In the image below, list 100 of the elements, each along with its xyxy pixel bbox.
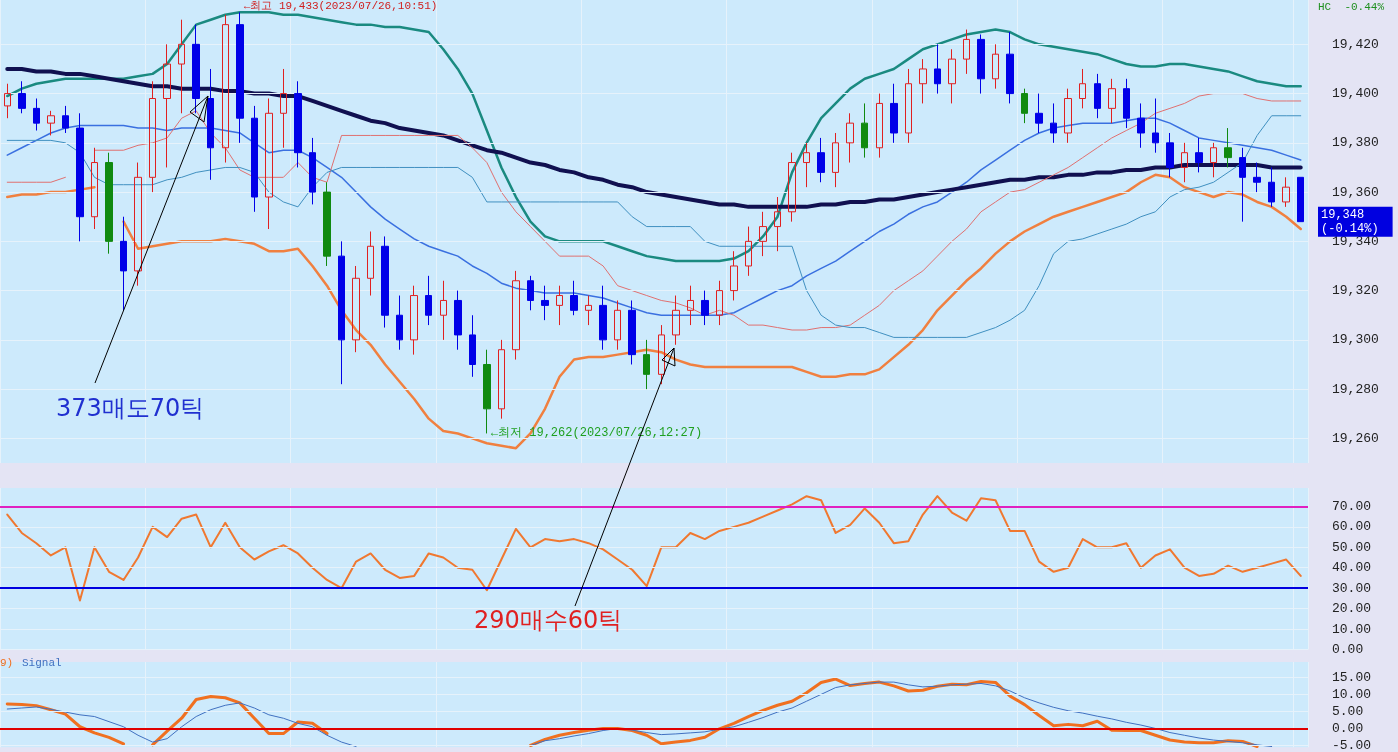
candlestick bbox=[658, 324, 665, 385]
candlestick bbox=[483, 349, 491, 434]
candlestick bbox=[774, 196, 781, 252]
candlestick bbox=[294, 80, 302, 168]
y-tick-label: 19,420 bbox=[1332, 36, 1379, 52]
candlestick bbox=[803, 142, 810, 188]
annotation: 290매수60틱 bbox=[474, 606, 623, 634]
candlestick bbox=[846, 112, 854, 164]
y-tick-label: 10.00 bbox=[1332, 621, 1372, 637]
candlestick bbox=[992, 43, 999, 90]
candlestick bbox=[832, 132, 839, 188]
candlestick bbox=[207, 68, 214, 181]
candlestick bbox=[1297, 176, 1304, 223]
candlestick bbox=[33, 98, 40, 132]
y-tick-label: 60.00 bbox=[1332, 519, 1372, 535]
candlestick bbox=[585, 295, 592, 326]
y-tick-label: 19,380 bbox=[1332, 135, 1379, 151]
candlestick bbox=[47, 110, 55, 136]
candlestick bbox=[919, 58, 927, 104]
candlestick bbox=[716, 280, 723, 326]
candlestick bbox=[556, 285, 563, 326]
candlestick bbox=[876, 93, 883, 159]
candlestick bbox=[977, 33, 985, 95]
candlestick bbox=[323, 181, 331, 267]
candlestick bbox=[934, 43, 941, 95]
candlestick bbox=[236, 11, 244, 144]
y-tick-label: 19,300 bbox=[1332, 332, 1379, 348]
candlestick bbox=[1137, 102, 1145, 149]
candlestick bbox=[120, 216, 127, 311]
candlestick bbox=[745, 226, 752, 277]
candlestick bbox=[367, 231, 374, 297]
candlestick bbox=[440, 280, 447, 341]
candlestick bbox=[1108, 78, 1116, 124]
annotation: 9) bbox=[0, 656, 14, 669]
candlestick bbox=[410, 285, 418, 356]
candlestick bbox=[1195, 137, 1203, 173]
line-series bbox=[5, 66, 1303, 209]
candlestick bbox=[687, 285, 694, 326]
candlestick bbox=[643, 339, 650, 390]
y-tick-label: 19,320 bbox=[1332, 283, 1379, 299]
line-series bbox=[6, 495, 1302, 602]
text: 19,348 (-0.14%) bbox=[1321, 207, 1379, 236]
y-tick-label: 30.00 bbox=[1332, 580, 1372, 596]
candlestick bbox=[1094, 73, 1101, 119]
candlestick bbox=[1268, 166, 1275, 208]
candlestick bbox=[1152, 98, 1159, 154]
y-tick-label: 15.00 bbox=[1332, 669, 1372, 685]
candlestick bbox=[1181, 142, 1188, 183]
candlestick bbox=[512, 270, 520, 361]
annotation: 373매도70틱 bbox=[56, 394, 205, 422]
y-tick-label: 5.00 bbox=[1332, 703, 1364, 719]
candlestick bbox=[425, 275, 432, 326]
line-series bbox=[6, 11, 1302, 263]
candlestick bbox=[963, 29, 970, 75]
y-tick-label: 10.00 bbox=[1332, 686, 1372, 702]
candlestick bbox=[1210, 142, 1217, 178]
candlestick bbox=[759, 211, 767, 257]
y-tick-label: 19,260 bbox=[1332, 430, 1379, 446]
candlestick bbox=[672, 295, 680, 346]
candlestick bbox=[788, 152, 796, 223]
candlestick bbox=[890, 83, 898, 144]
candlestick bbox=[4, 83, 11, 119]
y-tick-label: 0.00 bbox=[1332, 720, 1364, 736]
candlestick bbox=[1021, 88, 1028, 124]
candlestick bbox=[396, 295, 403, 351]
candlestick bbox=[192, 24, 200, 114]
text: Signal bbox=[22, 656, 62, 669]
candlestick bbox=[614, 299, 621, 351]
candlestick bbox=[861, 102, 868, 159]
candlestick bbox=[817, 137, 825, 183]
candlestick bbox=[352, 265, 360, 353]
candlestick bbox=[469, 314, 476, 378]
candlestick bbox=[338, 240, 345, 385]
y-tick-label: 19,400 bbox=[1332, 86, 1379, 102]
text: HC -0.44% bbox=[1318, 0, 1385, 13]
candlestick bbox=[251, 105, 258, 213]
candlestick bbox=[1035, 93, 1043, 134]
y-tick-label: -5.00 bbox=[1332, 738, 1372, 752]
y-tick-label: 19,360 bbox=[1332, 184, 1379, 200]
candlestick bbox=[105, 152, 113, 255]
y-tick-label: 40.00 bbox=[1332, 560, 1372, 576]
candlestick bbox=[76, 112, 84, 242]
y-tick-label: 70.00 bbox=[1332, 498, 1372, 514]
candlestick bbox=[1253, 162, 1261, 193]
candlestick bbox=[1224, 127, 1232, 168]
candlestick bbox=[18, 80, 26, 114]
candlestick bbox=[91, 147, 98, 230]
y-tick-label: 0.00 bbox=[1332, 642, 1364, 657]
candlestick bbox=[381, 235, 389, 329]
y-tick-label: 19,280 bbox=[1332, 381, 1379, 397]
candlestick bbox=[1064, 88, 1072, 144]
candlestick bbox=[1239, 147, 1246, 223]
candlestick bbox=[163, 43, 171, 168]
candlestick bbox=[599, 285, 607, 351]
candlestick bbox=[62, 105, 69, 134]
candlestick bbox=[134, 162, 142, 287]
candlestick bbox=[265, 98, 273, 230]
candlestick bbox=[1282, 176, 1290, 208]
candlestick bbox=[527, 275, 534, 311]
candlestick bbox=[280, 68, 287, 149]
